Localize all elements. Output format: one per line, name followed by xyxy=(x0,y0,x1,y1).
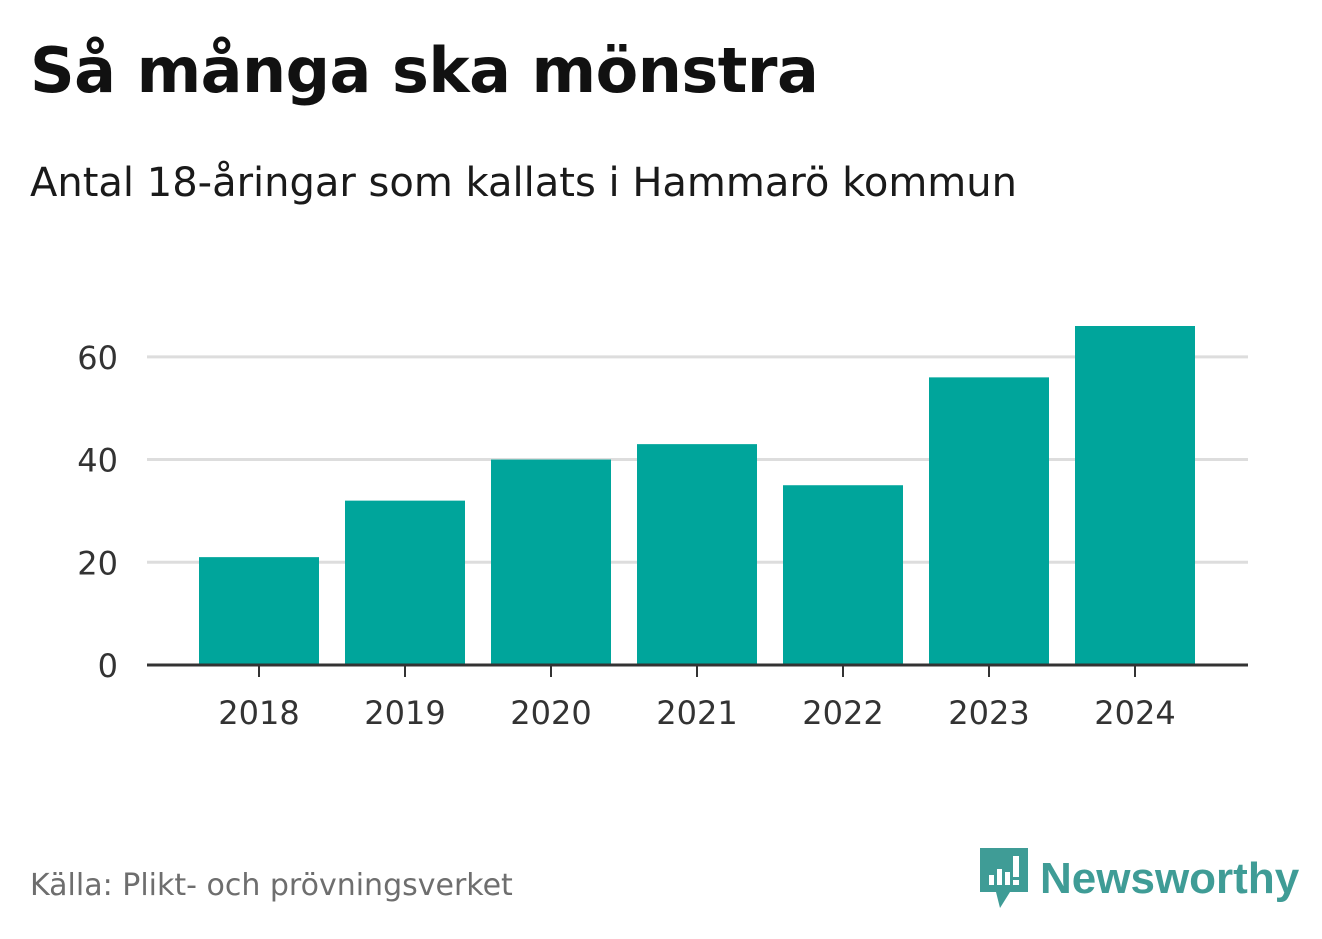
y-tick-label-0: 0 xyxy=(98,647,118,685)
brand-name: Newsworthy xyxy=(1040,854,1300,903)
bar-2019 xyxy=(345,500,465,665)
chart-title: Så många ska mönstra xyxy=(30,34,819,107)
tick-labels: 0 20 40 60 2018 2019 2020 2021 2022 2023 2024 xyxy=(77,339,1175,732)
bar-2023 xyxy=(929,377,1049,665)
bar-2018 xyxy=(199,557,319,665)
bar-2020 xyxy=(491,459,611,665)
chart-subtitle: Antal 18-åringar som kallats i Hammarö k… xyxy=(30,160,1017,206)
brand-logo: Newsworthy xyxy=(980,848,1299,910)
x-tick-label-2024: 2024 xyxy=(1094,694,1175,732)
bar-2022 xyxy=(783,485,903,665)
newsworthy-logo-icon xyxy=(980,848,1028,908)
x-tick-label-2019: 2019 xyxy=(364,694,445,732)
bars xyxy=(199,326,1195,665)
y-tick-label-60: 60 xyxy=(77,339,118,377)
y-tick-label-20: 20 xyxy=(77,544,118,582)
bar-2024 xyxy=(1075,326,1195,665)
x-tick-label-2020: 2020 xyxy=(510,694,591,732)
y-tick-label-40: 40 xyxy=(77,442,118,480)
x-tick-label-2021: 2021 xyxy=(656,694,737,732)
x-tick-label-2023: 2023 xyxy=(948,694,1029,732)
source-note: Källa: Plikt- och prövningsverket xyxy=(30,868,513,903)
x-axis xyxy=(147,663,1248,677)
x-tick-label-2022: 2022 xyxy=(802,694,883,732)
bar-2021 xyxy=(637,444,757,665)
x-tick-label-2018: 2018 xyxy=(218,694,299,732)
